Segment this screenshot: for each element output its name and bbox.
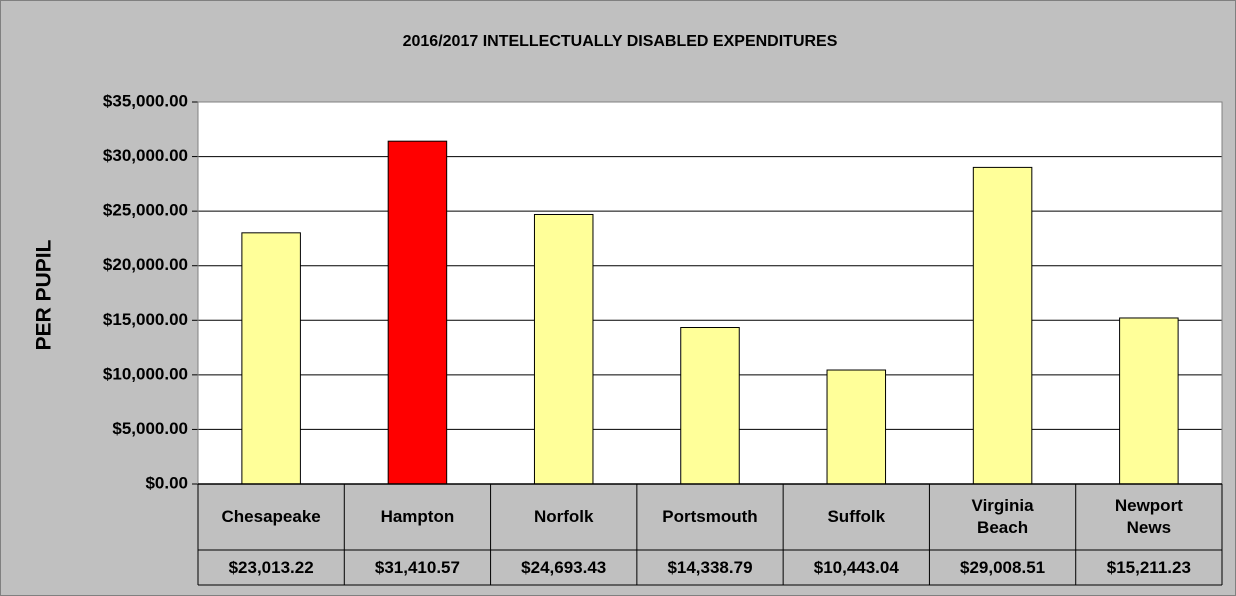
category-label-text: Hampton — [380, 507, 455, 526]
y-tick-label: $0.00 — [145, 473, 188, 492]
bar — [241, 232, 301, 485]
y-tick-label: $35,000.00 — [103, 91, 188, 110]
y-tick-label: $15,000.00 — [103, 310, 188, 329]
y-tick-label: $30,000.00 — [103, 146, 188, 165]
bar — [972, 166, 1033, 485]
value-label: $31,410.57 — [344, 550, 490, 585]
value-label: $24,693.43 — [491, 550, 637, 585]
category-label-text: Norfolk — [533, 507, 594, 526]
value-label-text: $29,008.51 — [960, 557, 1046, 577]
bar — [826, 369, 887, 485]
value-label-text: $24,693.43 — [521, 557, 607, 577]
value-label-text: $31,410.57 — [374, 557, 460, 577]
bar — [387, 140, 448, 485]
value-label: $14,338.79 — [637, 550, 783, 585]
category-label: Suffolk — [783, 484, 929, 550]
category-label-text: Newport News — [1114, 496, 1183, 537]
category-label-text: Virginia Beach — [971, 496, 1034, 537]
value-label: $15,211.23 — [1076, 550, 1222, 585]
chart-title: 2016/2017 INTELLECTUALLY DISABLED EXPEND… — [403, 33, 838, 50]
y-tick-label: $20,000.00 — [103, 255, 188, 274]
category-label: Chesapeake — [198, 484, 344, 550]
y-tick-label: $5,000.00 — [112, 419, 188, 438]
value-label-text: $10,443.04 — [813, 557, 899, 577]
category-label-text: Chesapeake — [221, 507, 321, 526]
y-tick-label: $25,000.00 — [103, 201, 188, 220]
bar — [1119, 317, 1179, 485]
category-label-text: Portsmouth — [662, 507, 758, 526]
value-label-text: $14,338.79 — [667, 557, 753, 577]
category-label: Virginia Beach — [929, 484, 1075, 550]
value-label: $29,008.51 — [929, 550, 1075, 585]
bar — [680, 327, 740, 485]
category-label: Newport News — [1076, 484, 1222, 550]
bar — [533, 213, 594, 485]
value-label: $23,013.22 — [198, 550, 344, 585]
value-label-text: $15,211.23 — [1106, 557, 1191, 577]
category-label: Hampton — [344, 484, 490, 550]
category-label: Norfolk — [491, 484, 637, 550]
y-axis-label: PER PUPIL — [33, 239, 56, 350]
category-label: Portsmouth — [637, 484, 783, 550]
y-tick-label: $10,000.00 — [103, 364, 188, 383]
category-label-text: Suffolk — [827, 507, 886, 526]
value-label-text: $23,013.22 — [228, 557, 314, 577]
value-label: $10,443.04 — [783, 550, 929, 585]
